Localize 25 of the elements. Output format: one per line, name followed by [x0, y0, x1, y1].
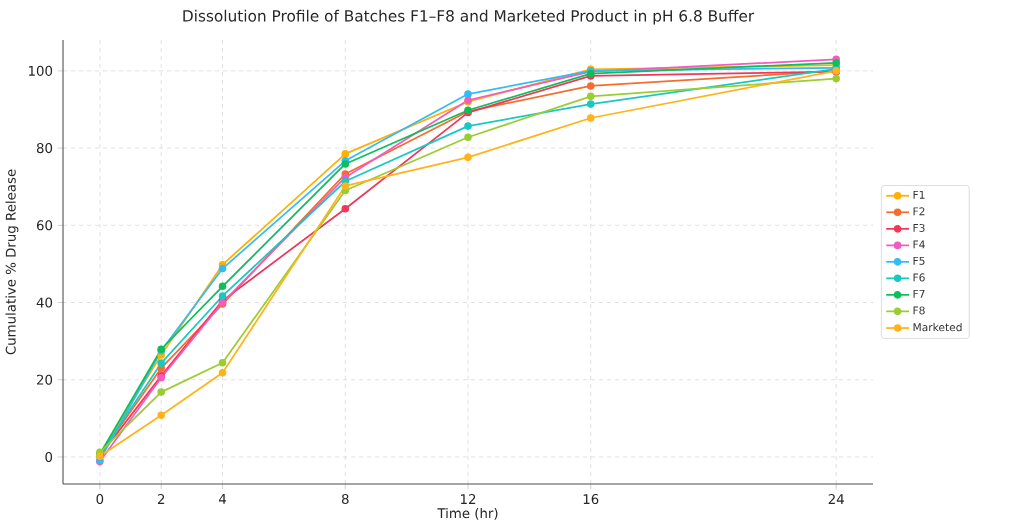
legend-label: F6 [913, 273, 925, 282]
y-tick-label: 80 [36, 142, 53, 154]
y-tick-label: 40 [36, 297, 53, 308]
x-tick-label: 0 [96, 493, 104, 504]
legend-label: F5 [913, 256, 925, 265]
x-tick-label: 16 [583, 493, 599, 504]
legend-label: F7 [913, 289, 925, 298]
x-tick-label: 2 [157, 493, 165, 504]
legend-label: F4 [913, 240, 925, 249]
y-tick-label: 0 [45, 451, 53, 462]
y-tick-label: 60 [36, 220, 53, 231]
legend-label: F8 [913, 306, 925, 315]
y-tick-label: 100 [28, 65, 53, 76]
x-tick-label: 4 [218, 493, 227, 504]
legend-label: F3 [913, 223, 925, 232]
x-tick-label: 24 [828, 493, 844, 504]
legend-label: F2 [913, 207, 925, 216]
chart-title: Dissolution Profile of Batches F1–F8 and Marketed Product in pH 6.8 Buffer [183, 9, 755, 25]
legend-label: Marketed [913, 322, 962, 332]
y-axis-title: Cumulative % Drug Release [5, 169, 19, 355]
y-tick-label: 20 [36, 374, 53, 385]
x-axis-title: Time (hr) [437, 507, 498, 520]
x-tick-label: 12 [460, 493, 476, 504]
legend-label: F1 [913, 190, 925, 199]
x-tick-label: 8 [341, 493, 349, 504]
